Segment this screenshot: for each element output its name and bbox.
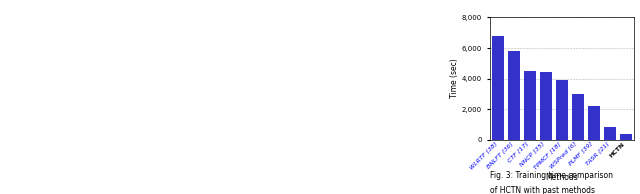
Bar xyxy=(604,127,616,140)
Bar xyxy=(556,80,568,140)
Y-axis label: Time (sec): Time (sec) xyxy=(450,59,459,98)
Bar xyxy=(508,51,520,140)
Bar xyxy=(572,94,584,140)
Bar xyxy=(588,106,600,140)
Bar xyxy=(524,71,536,140)
Bar xyxy=(492,36,504,140)
Text: of HCTN with past methods: of HCTN with past methods xyxy=(490,186,595,194)
Bar xyxy=(620,134,632,140)
Bar xyxy=(540,73,552,140)
X-axis label: Methods: Methods xyxy=(545,173,578,182)
Text: Fig. 3: Training time comparison: Fig. 3: Training time comparison xyxy=(490,171,612,180)
